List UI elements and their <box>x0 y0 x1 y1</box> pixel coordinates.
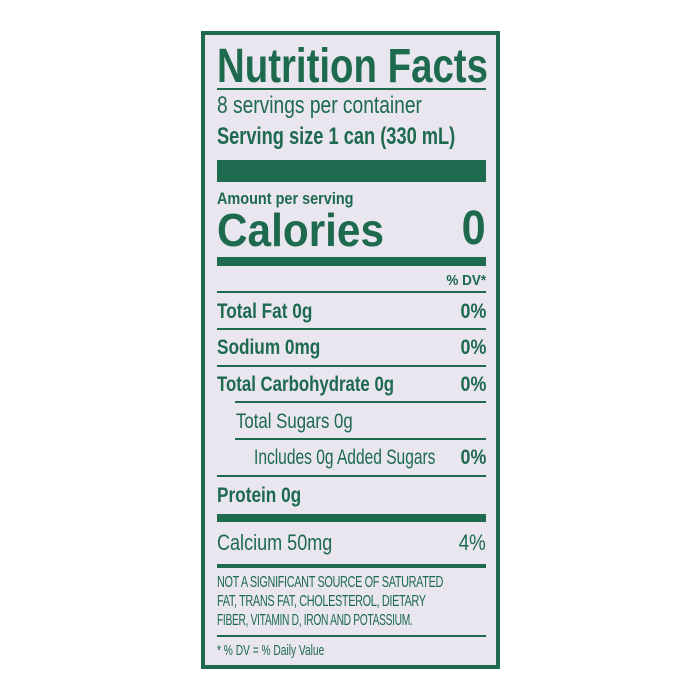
divider <box>217 88 486 90</box>
thick-divider <box>217 257 486 266</box>
nutrient-label: Includes 0g Added Sugars <box>254 446 436 469</box>
thick-divider <box>217 160 486 182</box>
nutrient-dv: 0% <box>460 336 486 359</box>
divider <box>235 401 486 403</box>
calories-value: 0 <box>461 202 486 255</box>
calories-label: Calories <box>217 204 385 256</box>
footnote-line: NOT A SIGNIFICANT SOURCE OF SATURATED <box>217 574 444 591</box>
nutrient-label: Protein 0g <box>217 484 302 507</box>
divider <box>217 475 486 477</box>
dv-note: * % DV = % Daily Value <box>217 642 325 659</box>
footnote-line: FIBER, VITAMIN D, IRON AND POTASSIUM. <box>217 612 413 629</box>
dv-header: % DV* <box>446 272 486 289</box>
divider <box>217 328 486 330</box>
nutrient-label: Total Sugars 0g <box>236 410 353 433</box>
divider <box>217 635 486 637</box>
nutrient-label: Total Carbohydrate 0g <box>217 373 395 396</box>
divider <box>217 564 486 568</box>
divider <box>217 291 486 293</box>
vitamin-dv: 4% <box>458 530 486 555</box>
divider <box>235 438 486 440</box>
nutrient-label: Sodium 0mg <box>217 336 321 359</box>
nutrient-dv: 0% <box>460 446 486 469</box>
servings-per-container: 8 servings per container <box>217 92 422 119</box>
label-title: Nutrition Facts <box>217 40 488 93</box>
nutrient-dv: 0% <box>460 300 486 323</box>
serving-size: Serving size 1 can (330 mL) <box>217 123 456 150</box>
footnote-line: FAT, TRANS FAT, CHOLESTEROL, DIETARY <box>217 593 426 610</box>
vitamin-label: Calcium 50mg <box>217 530 333 555</box>
amount-per-serving: Amount per serving <box>217 189 354 208</box>
nutrition-facts-label: Nutrition Facts 8 servings per container… <box>201 31 500 669</box>
divider <box>217 365 486 367</box>
nutrient-dv: 0% <box>460 373 486 396</box>
thick-divider <box>217 514 486 522</box>
nutrient-label: Total Fat 0g <box>217 300 313 323</box>
